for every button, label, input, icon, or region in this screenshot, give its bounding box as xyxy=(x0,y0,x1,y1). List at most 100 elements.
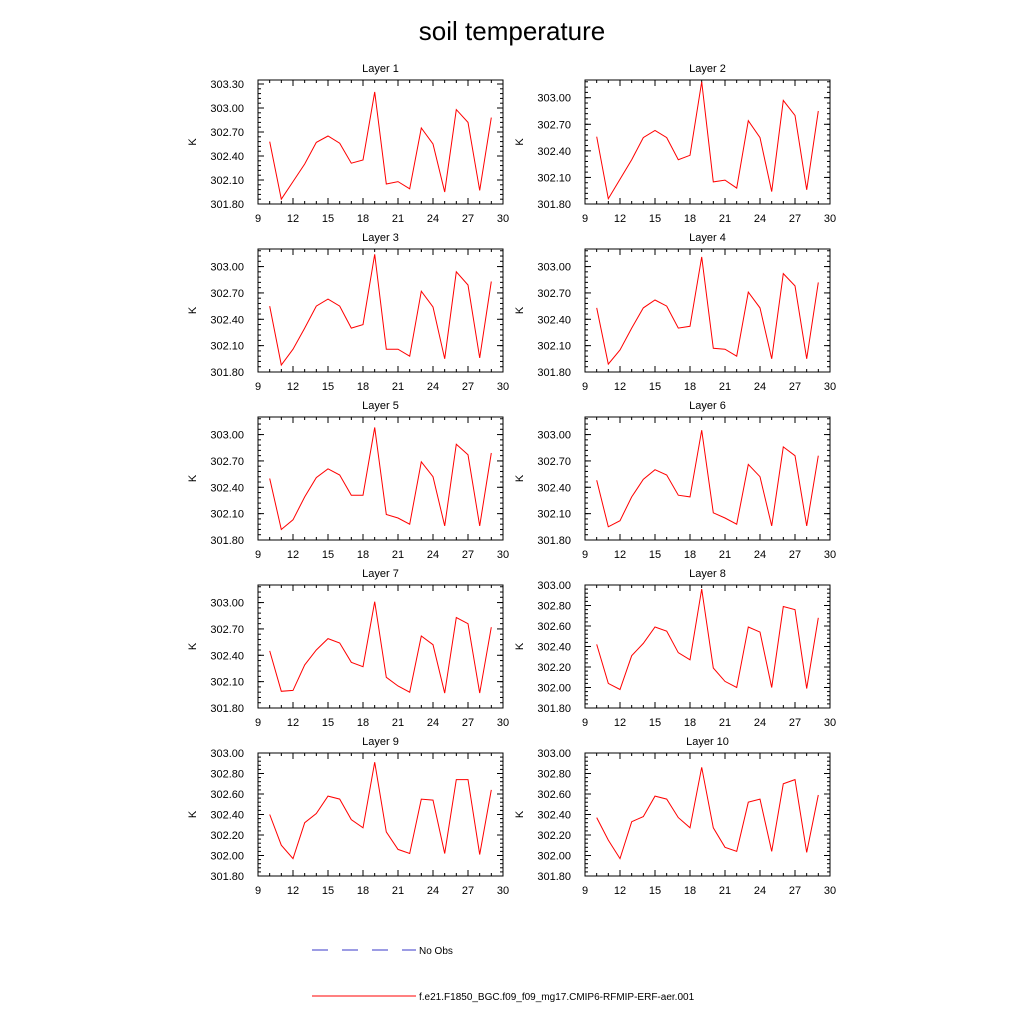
y-axis-label: K xyxy=(187,642,199,650)
series-line xyxy=(269,601,492,694)
series-line xyxy=(269,427,492,531)
x-tick-label: 12 xyxy=(614,213,626,225)
x-tick-label: 15 xyxy=(649,885,661,897)
panel-layer-8: Layer 8 K 9 12 15 18 21 24 27 30 301.80 302.00 302.2… xyxy=(514,568,836,729)
x-tick-label: 21 xyxy=(392,381,404,393)
y-tick-label: 301.80 xyxy=(537,703,571,715)
y-axis-label: K xyxy=(187,138,199,146)
panel-title: Layer 4 xyxy=(689,232,726,244)
x-tick-label: 21 xyxy=(719,549,731,561)
x-tick-label: 18 xyxy=(357,717,369,729)
panel-layer-9: Layer 9 K 9 12 15 18 21 24 27 30 301.80 302.00 302.2… xyxy=(187,736,509,897)
x-tick-label: 30 xyxy=(824,381,836,393)
x-tick-label: 18 xyxy=(357,213,369,225)
x-tick-label: 15 xyxy=(322,381,334,393)
panel-layer-5: Layer 5 K 9 12 15 18 21 24 27 30 301.80 302.10 302.4… xyxy=(187,400,509,561)
panels-group: Layer 1 K 9 12 15 18 21 24 27 30 301.80 302.10 302.4… xyxy=(187,63,836,897)
panel-title: Layer 7 xyxy=(362,568,399,580)
y-tick-label: 302.40 xyxy=(537,146,571,158)
x-tick-label: 9 xyxy=(582,381,588,393)
y-tick-label: 302.10 xyxy=(537,341,571,353)
plot-frame xyxy=(584,752,831,877)
y-tick-label: 302.70 xyxy=(210,288,244,300)
x-tick-label: 21 xyxy=(719,213,731,225)
panel-title: Layer 8 xyxy=(689,568,726,580)
y-tick-label: 303.00 xyxy=(537,748,571,760)
series-line xyxy=(596,767,819,860)
y-tick-label: 303.00 xyxy=(210,262,244,274)
series-line xyxy=(269,91,492,201)
y-tick-label: 302.40 xyxy=(210,650,244,662)
plot-frame xyxy=(257,248,504,373)
panel-layer-10: Layer 10 K 9 12 15 18 21 24 27 30 301.80 302.00 302.… xyxy=(514,736,836,897)
plot-frame xyxy=(584,584,831,709)
y-tick-label: 302.70 xyxy=(210,456,244,468)
y-tick-label: 302.10 xyxy=(537,172,571,184)
x-tick-label: 15 xyxy=(649,213,661,225)
x-tick-label: 27 xyxy=(789,549,801,561)
panel-layer-6: Layer 6 K 9 12 15 18 21 24 27 30 301.80 302.10 302.4… xyxy=(514,400,836,561)
x-tick-label: 18 xyxy=(357,549,369,561)
y-tick-label: 303.00 xyxy=(210,430,244,442)
series-line xyxy=(596,81,819,201)
y-axis-label: K xyxy=(514,642,526,650)
x-tick-label: 12 xyxy=(287,885,299,897)
y-tick-label: 303.00 xyxy=(537,93,571,105)
x-tick-label: 15 xyxy=(649,717,661,729)
x-tick-label: 15 xyxy=(322,549,334,561)
x-tick-label: 21 xyxy=(719,717,731,729)
legend-obs-label: No Obs xyxy=(419,946,453,957)
x-tick-label: 30 xyxy=(497,213,509,225)
x-tick-label: 24 xyxy=(754,717,766,729)
legend-model-label: f.e21.F1850_BGC.f09_f09_mg17.CMIP6-RFMIP… xyxy=(419,992,695,1003)
x-tick-label: 24 xyxy=(754,549,766,561)
y-axis-label: K xyxy=(187,306,199,314)
y-tick-label: 301.80 xyxy=(537,871,571,883)
x-tick-label: 27 xyxy=(789,885,801,897)
x-tick-label: 9 xyxy=(582,213,588,225)
y-tick-label: 302.20 xyxy=(537,830,571,842)
y-tick-label: 301.80 xyxy=(210,367,244,379)
x-tick-label: 15 xyxy=(649,381,661,393)
x-tick-label: 27 xyxy=(462,885,474,897)
x-tick-label: 12 xyxy=(287,549,299,561)
y-axis-label: K xyxy=(187,810,199,818)
y-tick-label: 302.40 xyxy=(210,482,244,494)
plot-frame xyxy=(584,79,831,205)
y-tick-label: 302.70 xyxy=(537,288,571,300)
y-tick-label: 301.80 xyxy=(210,703,244,715)
x-tick-label: 24 xyxy=(427,717,439,729)
y-tick-label: 303.00 xyxy=(210,598,244,610)
x-tick-label: 12 xyxy=(614,549,626,561)
x-tick-label: 30 xyxy=(497,717,509,729)
series-line xyxy=(596,430,819,528)
x-tick-label: 30 xyxy=(824,549,836,561)
y-axis-label: K xyxy=(514,138,526,146)
x-tick-label: 15 xyxy=(649,549,661,561)
x-tick-label: 27 xyxy=(789,213,801,225)
y-tick-label: 302.40 xyxy=(210,314,244,326)
x-tick-label: 24 xyxy=(427,381,439,393)
y-tick-label: 302.40 xyxy=(210,810,244,822)
x-tick-label: 18 xyxy=(684,213,696,225)
x-tick-label: 24 xyxy=(427,549,439,561)
y-tick-label: 303.30 xyxy=(210,79,244,91)
panel-title: Layer 3 xyxy=(362,232,399,244)
x-tick-label: 21 xyxy=(392,213,404,225)
y-tick-label: 302.40 xyxy=(537,810,571,822)
y-tick-label: 301.80 xyxy=(537,199,571,211)
y-tick-label: 302.10 xyxy=(210,175,244,187)
y-tick-label: 302.20 xyxy=(537,662,571,674)
panel-layer-3: Layer 3 K 9 12 15 18 21 24 27 30 301.80 302.10 302.4… xyxy=(187,232,509,393)
y-tick-label: 302.60 xyxy=(537,789,571,801)
y-axis-label: K xyxy=(514,810,526,818)
x-tick-label: 27 xyxy=(462,549,474,561)
plot-frame xyxy=(257,752,504,877)
figure-title: soil temperature xyxy=(419,16,605,46)
x-tick-label: 27 xyxy=(789,381,801,393)
y-tick-label: 302.60 xyxy=(537,621,571,633)
y-tick-label: 302.40 xyxy=(537,314,571,326)
x-tick-label: 18 xyxy=(684,549,696,561)
y-tick-label: 303.00 xyxy=(537,580,571,592)
